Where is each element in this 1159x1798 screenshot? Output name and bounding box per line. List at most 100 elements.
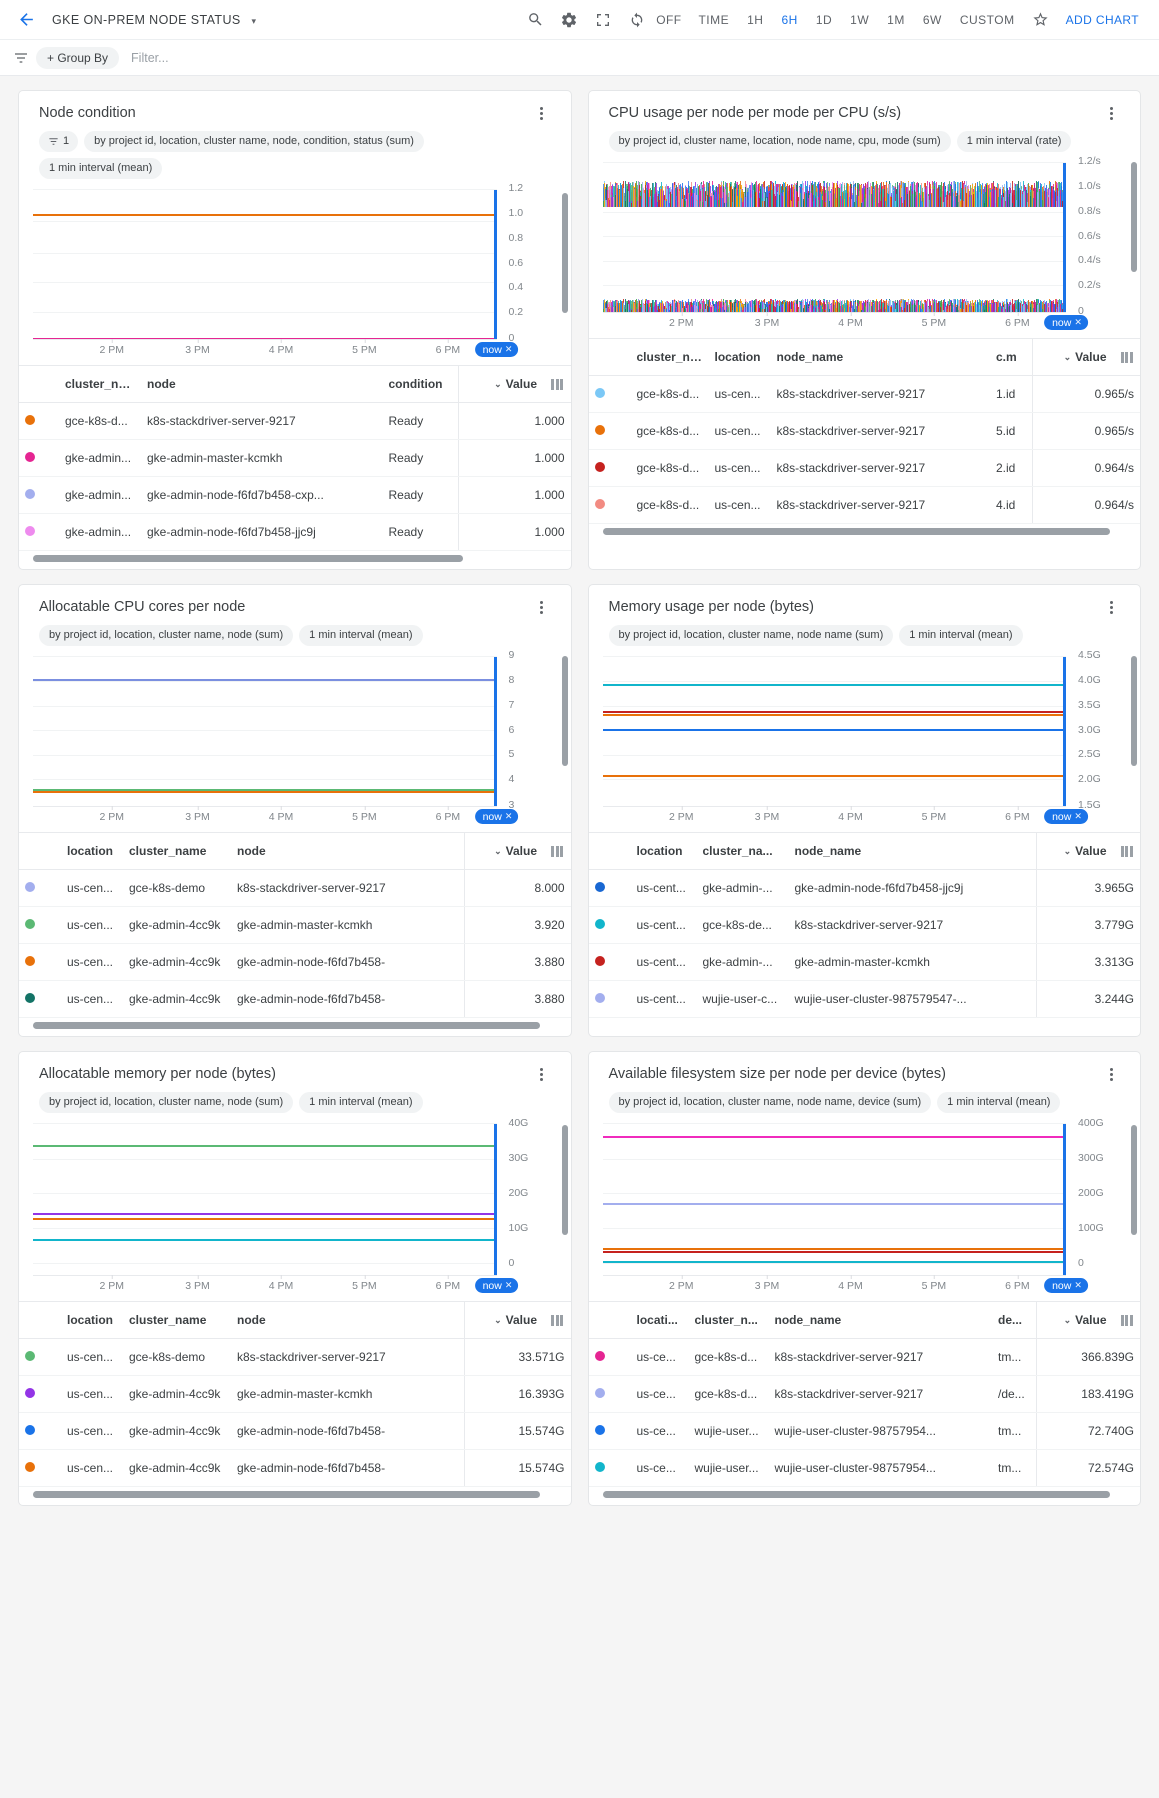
vertical-scrollbar[interactable] [561,656,568,766]
table-row[interactable]: us-cent... gce-k8s-de... k8s-stackdriver… [588,906,1140,944]
table-row[interactable]: us-cent... wujie-user-c... wujie-user-cl… [588,980,1140,1018]
table-row[interactable]: us-cen... gke-admin-4cc9k gke-admin-node… [19,943,571,981]
filter-count-chip[interactable]: 1 [39,131,79,152]
table-row[interactable]: gce-k8s-d... k8s-stackdriver-server-9217… [19,402,571,440]
col-node[interactable]: node [231,832,465,870]
col-value[interactable]: ⌄ Value [464,832,571,870]
table-row[interactable]: gke-admin... gke-admin-node-f6fd7b458-jj… [19,513,571,551]
horizontal-scrollbar[interactable] [33,555,464,562]
range-6w[interactable]: 6W [922,12,942,27]
filter-input[interactable]: Filter... [131,50,169,65]
close-icon[interactable]: ✕ [1074,317,1082,327]
fullscreen-icon[interactable] [586,3,620,37]
plot[interactable] [602,656,1066,807]
series-color-swatch [25,956,35,966]
col-node[interactable]: node [141,365,383,403]
now-label: now [482,810,502,823]
auto-refresh-toggle[interactable]: OFF [620,3,681,37]
plot[interactable] [33,189,497,340]
table-row[interactable]: us-cen... gke-admin-4cc9k gke-admin-node… [19,980,571,1018]
card-menu-button[interactable] [533,599,551,616]
noise-sample [757,185,759,207]
filter-lines-icon[interactable] [10,50,32,66]
horizontal-scrollbar[interactable] [602,528,1110,535]
col-value[interactable]: ⌄ Value [1035,832,1140,870]
range-6h[interactable]: 6H [781,12,798,27]
table-row[interactable]: gce-k8s-d... us-cen... k8s-stackdriver-s… [588,412,1140,450]
interval-chip[interactable]: 1 min interval (mean) [299,625,423,646]
interval-chip[interactable]: 1 min interval (rate) [956,131,1072,152]
plot[interactable] [33,656,497,807]
table-row[interactable]: us-cen... gke-admin-4cc9k gke-admin-mast… [19,906,571,944]
close-icon[interactable]: ✕ [504,344,513,354]
col-condition[interactable]: condition [382,365,459,403]
now-pill[interactable]: now ✕ [1044,809,1088,824]
cell-value: 0.964/s [1031,486,1140,524]
col-location[interactable]: location [61,832,123,870]
horizontal-scrollbar[interactable] [33,1022,541,1029]
col-cluster-name[interactable]: cluster_na... [630,338,709,376]
col-cm[interactable]: c.m [990,338,1032,376]
table-row[interactable]: gce-k8s-d... us-cen... k8s-stackdriver-s… [588,449,1140,487]
table-row[interactable]: gke-admin... gke-admin-master-kcmkh Read… [19,439,571,477]
now-pill[interactable]: now ✕ [1044,315,1088,330]
close-icon[interactable]: ✕ [504,811,513,821]
interval-chip[interactable]: 1 min interval (mean) [39,158,163,179]
card-menu-button[interactable] [533,105,551,122]
range-time[interactable]: TIME [698,12,730,27]
columns-icon[interactable] [1120,350,1135,364]
back-arrow-icon[interactable] [12,6,40,34]
columns-icon[interactable] [551,844,565,858]
groupby-chip[interactable]: by project id, location, cluster name, n… [84,131,424,152]
groupby-chip[interactable]: by project id, location, cluster name, n… [608,625,894,646]
card-menu-button[interactable] [1102,599,1120,616]
now-pill[interactable]: now ✕ [474,809,519,824]
col-node-name[interactable]: node_name [788,832,1036,870]
gear-icon[interactable] [552,3,586,37]
interval-chip[interactable]: 1 min interval (mean) [299,1092,423,1113]
table-row[interactable]: gke-admin... gke-admin-node-f6fd7b458-cx… [19,476,571,514]
range-1h[interactable]: 1H [747,12,764,27]
groupby-chip[interactable]: by project id, location, cluster name, n… [39,1092,294,1113]
noise-sample [881,188,883,207]
col-cluster-name[interactable]: cluster_na... [59,365,141,403]
columns-icon[interactable] [1120,844,1135,858]
range-custom[interactable]: CUSTOM [959,12,1015,27]
noise-sample [811,184,813,207]
columns-icon[interactable] [551,377,565,391]
col-value[interactable]: ⌄ Value [458,365,571,403]
star-icon[interactable] [1024,3,1058,37]
group-by-button[interactable]: + Group By [36,46,120,69]
card-menu-button[interactable] [1102,105,1120,122]
y-tick: 8 [508,674,515,686]
col-location[interactable]: location [708,338,771,376]
col-node-name[interactable]: node_name [770,338,990,376]
table-row[interactable]: us-cent... gke-admin-... gke-admin-maste… [588,943,1140,981]
card-menu-button[interactable] [533,1066,551,1083]
close-icon[interactable]: ✕ [1074,811,1082,821]
plot[interactable] [33,1123,497,1276]
range-1d[interactable]: 1D [815,12,833,27]
table-row[interactable]: gce-k8s-d... us-cen... k8s-stackdriver-s… [588,375,1140,413]
interval-chip[interactable]: 1 min interval (mean) [899,625,1023,646]
search-icon[interactable] [518,3,552,37]
table-row[interactable]: gce-k8s-d... us-cen... k8s-stackdriver-s… [588,486,1140,524]
groupby-chip[interactable]: by project id, cluster name, location, n… [608,131,951,152]
dashboard-title[interactable]: GKE ON-PREM NODE STATUS ▾ [52,13,256,27]
col-value[interactable]: ⌄ Value [1031,338,1140,376]
range-1w[interactable]: 1W [850,12,870,27]
table-row[interactable]: us-cen... gce-k8s-demo k8s-stackdriver-s… [19,869,571,907]
plot[interactable] [602,162,1066,313]
col-location[interactable]: location [630,832,697,870]
groupby-chip[interactable]: by project id, location, cluster name, n… [39,625,294,646]
range-1m[interactable]: 1M [887,12,905,27]
add-chart-button[interactable]: ADD CHART [1065,12,1139,27]
now-pill[interactable]: now ✕ [474,342,519,357]
table-row[interactable]: us-cent... gke-admin-... gke-admin-node-… [588,869,1140,907]
vertical-scrollbar[interactable] [1131,656,1137,766]
vertical-scrollbar[interactable] [1131,162,1137,272]
vertical-scrollbar[interactable] [561,193,568,313]
col-cluster-name[interactable]: cluster_na... [696,832,789,870]
gridline [33,1193,497,1195]
col-cluster-name[interactable]: cluster_name [123,832,231,870]
